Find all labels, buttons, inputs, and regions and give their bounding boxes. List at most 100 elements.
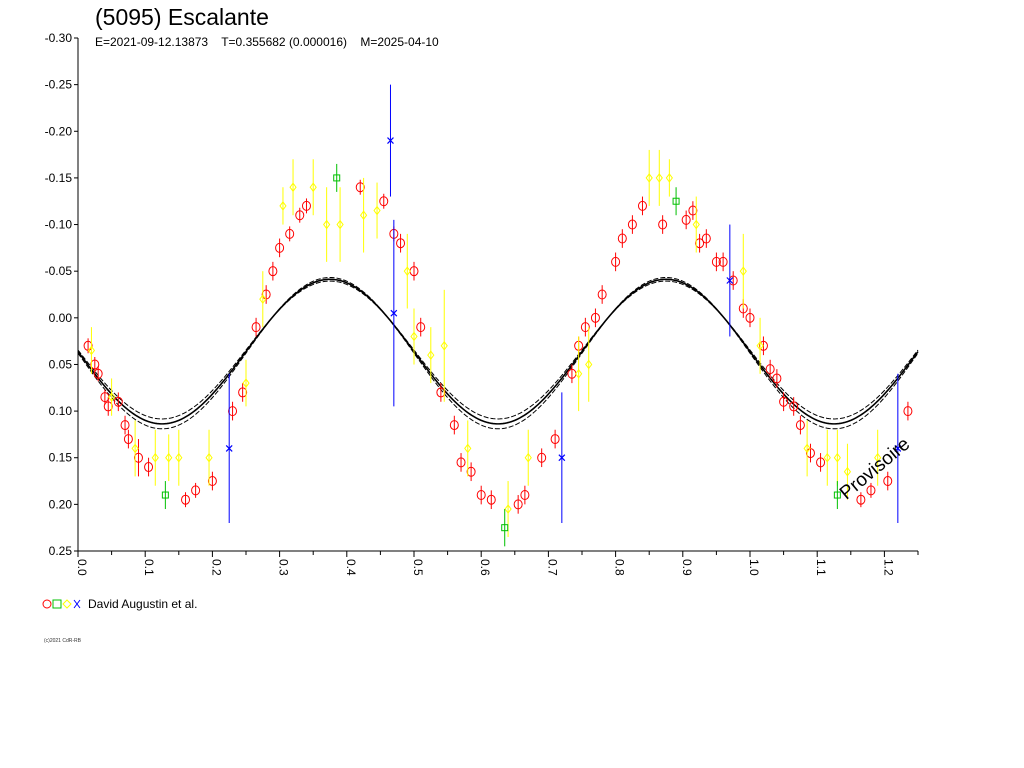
x-tick-label: 0.1 <box>142 559 156 576</box>
x-tick-label: 0.9 <box>680 559 694 576</box>
model-upper-band <box>77 277 919 430</box>
data-point-diamond <box>823 429 831 486</box>
marker-diamond <box>259 294 267 304</box>
marker-diamond <box>575 368 583 379</box>
marker-diamond <box>323 219 331 230</box>
marker-circle <box>181 494 191 505</box>
marker-circle <box>456 457 466 468</box>
marker-diamond <box>585 359 593 370</box>
y-tick-label: -0.15 <box>45 171 73 185</box>
marker-circle <box>133 452 143 463</box>
marker-circle <box>207 476 217 487</box>
marker-diamond <box>373 205 381 216</box>
data-point-diamond <box>336 187 344 262</box>
marker-circle <box>537 452 547 463</box>
x-tick-label: 1.1 <box>814 559 828 576</box>
data-point-circle <box>144 457 154 477</box>
data-point-square <box>501 509 509 547</box>
marker-circle <box>228 406 238 417</box>
data-point-circle <box>93 366 103 382</box>
data-point-diamond <box>833 429 841 486</box>
x-tick-label: 0.0 <box>75 559 89 576</box>
marker-circle <box>103 401 113 412</box>
marker-diamond <box>107 392 116 402</box>
marker-diamond <box>131 443 139 454</box>
marker-circle <box>251 322 261 333</box>
data-point-cross <box>225 373 233 524</box>
marker-cross <box>726 277 734 284</box>
marker-diamond <box>464 443 472 454</box>
x-tick-label: 0.6 <box>478 559 492 576</box>
data-point-diamond <box>464 420 472 477</box>
y-tick-label: -0.30 <box>45 31 73 45</box>
marker-circle <box>658 219 668 230</box>
data-point-circle <box>90 356 100 372</box>
x-tick-label: 0.4 <box>344 559 358 576</box>
data-point-diamond <box>756 317 764 374</box>
data-point-circle <box>466 462 476 482</box>
data-point-circle <box>379 193 389 209</box>
data-point-circle <box>580 317 590 337</box>
marker-diamond <box>440 340 448 351</box>
data-point-diamond <box>87 327 96 374</box>
x-tick-label: 0.3 <box>277 559 291 576</box>
legend: David Augustin et al. <box>42 596 197 612</box>
marker-circle <box>611 256 621 267</box>
marker-diamond <box>336 219 344 230</box>
marker-circle <box>513 499 523 510</box>
marker-diamond <box>289 182 297 193</box>
marker-circle <box>476 490 486 501</box>
data-point-diamond <box>165 434 173 482</box>
data-point-circle <box>681 210 691 230</box>
legend-label: David Augustin et al. <box>88 597 198 611</box>
y-tick-label: -0.25 <box>45 78 73 92</box>
data-point-diamond <box>692 196 700 253</box>
marker-diamond <box>524 452 532 463</box>
chart-title: (5095) Escalante <box>95 4 269 30</box>
marker-circle <box>268 266 278 277</box>
data-point-diamond <box>739 233 747 309</box>
chart-axes: -0.30 -0.25 -0.20 -0.15 -0.10 -0.05 0.00 0.05 0.… <box>45 31 919 576</box>
data-point-square <box>833 481 841 510</box>
data-point-circle <box>711 252 721 272</box>
marker-circle <box>436 387 446 398</box>
copyright: (c)2021 CdR-RB <box>44 638 81 644</box>
model-curve <box>77 278 919 425</box>
data-point-circle <box>627 215 637 234</box>
marker-circle <box>191 485 201 496</box>
marker-cross <box>558 454 566 462</box>
data-point-diamond <box>645 149 653 206</box>
data-point-circle <box>520 485 530 505</box>
marker-circle <box>486 494 496 505</box>
marker-cross <box>390 309 398 317</box>
marker-diamond <box>309 182 317 193</box>
data-point-diamond <box>205 429 213 486</box>
data-point-circle <box>688 201 698 220</box>
marker-circle <box>701 233 711 244</box>
data-point-diamond <box>803 420 811 477</box>
data-point-diamond <box>440 289 448 402</box>
data-point-circle <box>449 415 459 435</box>
y-tick-label: -0.10 <box>45 218 73 232</box>
marker-circle <box>275 242 285 253</box>
marker-circle <box>90 359 100 370</box>
marker-diamond <box>165 452 173 463</box>
data-point-circle <box>238 383 248 402</box>
data-point-circle <box>718 252 728 272</box>
data-point-circle <box>513 495 523 514</box>
data-point-diamond <box>323 187 331 262</box>
marker-circle <box>903 406 913 417</box>
marker-diamond <box>427 350 435 360</box>
data-point-circle <box>590 308 600 328</box>
data-point-circle <box>456 453 466 472</box>
data-point-cross <box>726 224 734 337</box>
x-tick-label: 1.2 <box>881 559 895 576</box>
marker-circle <box>617 233 627 244</box>
data-point-circle <box>261 285 271 304</box>
marker-diamond <box>205 452 213 463</box>
marker-circle <box>637 200 647 211</box>
marker-cross <box>894 444 902 452</box>
marker-circle <box>396 238 406 249</box>
data-point-circle <box>617 229 627 248</box>
